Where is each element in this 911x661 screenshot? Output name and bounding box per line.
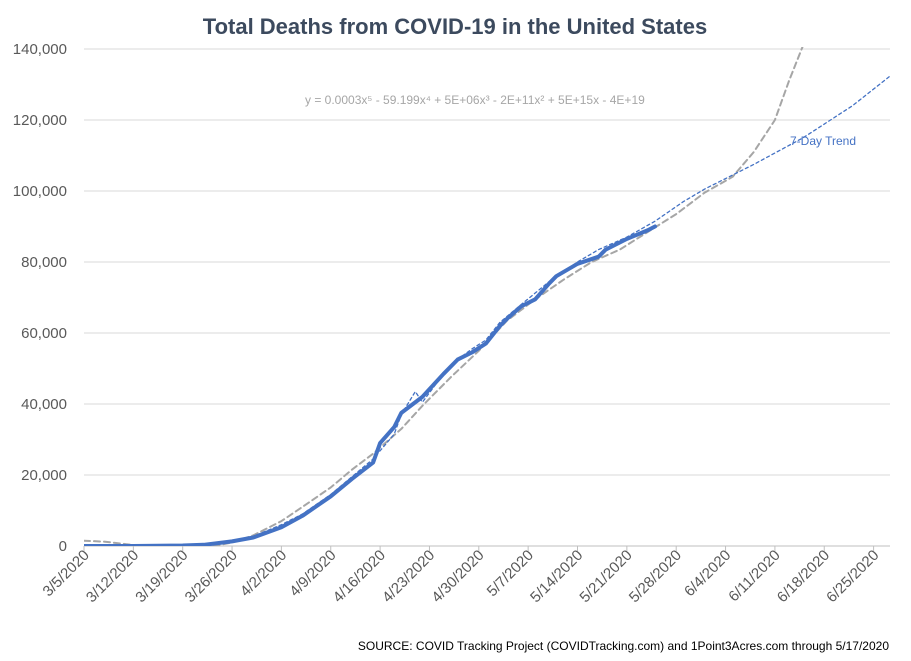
total-deaths-line [84, 224, 657, 546]
y-tick-label: 0 [59, 538, 67, 555]
x-tick-label: 4/30/2020 [428, 547, 487, 606]
series-group [84, 47, 890, 546]
x-tick-label: 3/12/2020 [83, 547, 142, 606]
y-tick-label: 20,000 [21, 467, 67, 484]
x-tick-label: 3/26/2020 [182, 547, 241, 606]
chart-title: Total Deaths from COVID-19 in the United… [203, 14, 707, 39]
source-note: SOURCE: COVID Tracking Project (COVIDTra… [358, 639, 889, 653]
x-tick-label: 6/18/2020 [774, 547, 833, 606]
y-tick-label: 80,000 [21, 254, 67, 271]
y-tick-label: 120,000 [13, 112, 67, 129]
trendline-equation: y = 0.0003x⁵ - 59.199x⁴ + 5E+06x³ - 2E+1… [305, 93, 645, 107]
y-tick-label: 40,000 [21, 396, 67, 413]
gridlines [84, 48, 890, 547]
x-axis: 3/5/20203/12/20203/19/20203/26/20204/2/2… [40, 546, 882, 606]
y-tick-label: 140,000 [13, 41, 67, 58]
y-tick-label: 60,000 [21, 325, 67, 342]
x-tick-label: 3/19/2020 [132, 547, 191, 606]
x-tick-label: 4/2/2020 [237, 547, 290, 600]
seven-day-trend-line [84, 75, 890, 546]
polynomial-trend-line [84, 47, 804, 546]
x-tick-label: 5/14/2020 [527, 547, 586, 606]
x-tick-label: 5/21/2020 [576, 547, 635, 606]
x-tick-label: 5/28/2020 [626, 547, 685, 606]
x-tick-label: 6/25/2020 [823, 547, 882, 606]
x-tick-label: 4/16/2020 [330, 547, 389, 606]
x-tick-label: 4/23/2020 [379, 547, 438, 606]
trend-annotation: 7-Day Trend [790, 134, 856, 148]
y-axis: 0 20,000 40,000 60,000 80,000 100,000 120,000 1… [13, 41, 67, 555]
y-tick-label: 100,000 [13, 183, 67, 200]
